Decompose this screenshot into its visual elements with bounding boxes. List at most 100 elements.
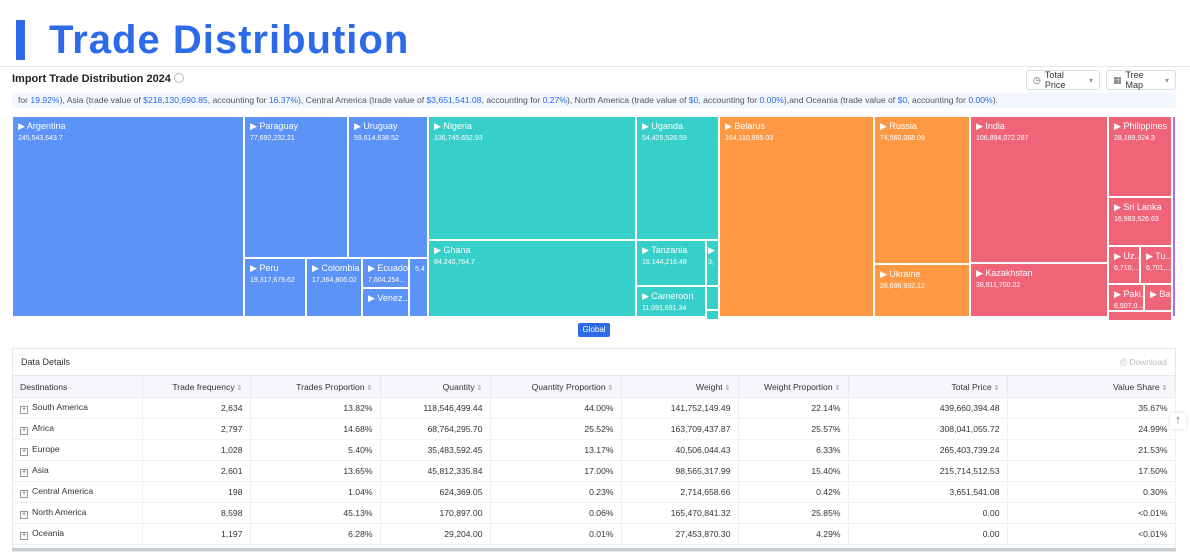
treemap-cell-tanzania[interactable]: ▶ Tanzania 16,144,216.48 <box>636 240 706 286</box>
cell-value: 0.00 <box>982 508 1000 518</box>
column-header-label: Destinations <box>20 381 68 392</box>
column-header[interactable]: Quantity ⇕ <box>380 375 491 398</box>
treemap-cell-paki[interactable]: ▶ Paki... 6,507,0... <box>1108 284 1144 311</box>
table-row[interactable]: + North America 8,598 45.13% 170,897.00 0.06%… <box>13 502 1176 524</box>
table-cell: 25.85% <box>738 502 849 524</box>
treemap-cell-value: 106,894,072.287 <box>976 135 1029 142</box>
cell-value: 6.33% <box>816 445 841 455</box>
table-cell: 0.30% <box>1007 481 1176 503</box>
treemap-cell-label: ▶ Belarus <box>725 121 765 131</box>
column-header[interactable]: Quantity Proportion ⇕ <box>490 375 622 398</box>
column-header[interactable]: Value Share ⇕ <box>1007 375 1176 398</box>
treemap-cell-uruguay[interactable]: ▶ Uruguay 59,614,638.52 <box>348 116 428 258</box>
summary-segment: , accounting for <box>698 95 760 105</box>
cell-value: 215,714,512.53 <box>939 466 1000 476</box>
back-to-top-button[interactable]: ↑ <box>1170 413 1186 429</box>
cell-value: Central America <box>32 486 94 496</box>
cell-value: 624,369.05 <box>439 487 483 497</box>
total-price-label: Total Price <box>1044 70 1066 90</box>
treemap-cell-label: ▶ Cameroon <box>642 291 694 301</box>
summary-highlight: $3,651,541.08 <box>426 95 482 105</box>
treemap-cell-value: 74,560,068.09 <box>880 135 925 142</box>
table-cell: 265,403,739.24 <box>848 439 1008 461</box>
sort-icon[interactable]: ⇕ <box>476 384 483 392</box>
column-header-label: Weight Proportion <box>763 381 833 392</box>
sort-icon[interactable]: ⇕ <box>993 384 1000 392</box>
column-header-label: Trades Proportion <box>296 381 365 392</box>
horizontal-scrollbar[interactable] <box>12 548 1176 551</box>
treemap-cell-nigeria[interactable]: ▶ Nigeria 136,745,652.93 <box>428 116 636 240</box>
table-row[interactable]: + South America 2,634 13.82% 118,546,499.44 4… <box>13 397 1176 419</box>
chart-type-dropdown[interactable]: ▦ Tree Map ▾ <box>1106 70 1176 90</box>
expand-icon[interactable]: + <box>20 511 28 519</box>
summary-segment: ), Asia (trade value of <box>59 95 144 105</box>
table-cell: 98,565,317.99 <box>621 460 739 482</box>
table-cell: 2,714,658.66 <box>621 481 739 503</box>
treemap-cell-ca-strip[interactable] <box>1172 116 1176 317</box>
global-button[interactable]: Global <box>578 323 610 337</box>
treemap-cell-uganda[interactable]: ▶ Uganda 54,425,528.59 <box>636 116 719 240</box>
treemap-cell-cameroon[interactable]: ▶ Cameroon 11,091,691.34 <box>636 286 706 317</box>
treemap-cell-tu[interactable]: ▶ Tu... 6,701,... <box>1140 246 1172 284</box>
treemap-cell-argentina[interactable]: ▶ Argentina 245,543,643.7 <box>12 116 244 317</box>
treemap-cell-peru[interactable]: ▶ Peru 19,317,679.62 <box>244 258 306 317</box>
treemap-cell-af-small[interactable]: ▶ Z 3, <box>706 240 719 286</box>
treemap-cell-ghana[interactable]: ▶ Ghana 84,240,764.7 <box>428 240 636 317</box>
sort-icon[interactable]: ⇕ <box>834 384 841 392</box>
cell-value: 0.30% <box>1143 487 1168 497</box>
treemap-cell-ba[interactable]: ▶ Ba <box>1144 284 1172 311</box>
treemap-cell-belarus[interactable]: ▶ Belarus 164,110,895.03 <box>719 116 874 317</box>
table-row[interactable]: + Asia 2,601 13.65% 45,812,335.84 17.00% 98,56… <box>13 460 1176 482</box>
table-row[interactable]: + Central America 198 1.04% 624,369.05 0.23% 2… <box>13 481 1176 503</box>
sort-icon[interactable]: ⇕ <box>366 384 373 392</box>
sort-icon[interactable]: ⇕ <box>236 384 243 392</box>
info-icon[interactable] <box>173 73 184 83</box>
expand-icon[interactable]: + <box>20 406 28 414</box>
table-cell: 29,204.00 <box>380 523 491 545</box>
table-row[interactable]: + Oceania 1,197 6.28% 29,204.00 0.01% 27,453,8… <box>13 523 1176 545</box>
treemap-cell-colombia[interactable]: ▶ Colombia 17,364,806.02 <box>306 258 362 317</box>
column-header[interactable]: Trade frequency ⇕ <box>142 375 251 398</box>
treemap-cell-paraguay[interactable]: ▶ Paraguay 77,692,232.21 <box>244 116 348 258</box>
treemap-cell-value: 5,4 <box>415 266 425 273</box>
column-header[interactable]: Weight ⇕ <box>621 375 739 398</box>
expand-icon[interactable]: + <box>20 469 28 477</box>
column-header[interactable]: Total Price ⇕ <box>848 375 1008 398</box>
sort-icon[interactable]: ⇕ <box>724 384 731 392</box>
treemap-cell-af-tiny2[interactable] <box>706 310 719 320</box>
treemap-cell-ukraine[interactable]: ▶ Ukraine 26,696,932.12 <box>874 264 970 317</box>
total-price-dropdown[interactable]: ◷ Total Price ▾ <box>1026 70 1100 90</box>
treemap-cell-as-tiny[interactable] <box>1108 311 1172 321</box>
treemap-cell-philippines[interactable]: ▶ Philippines 28,189,924.3 <box>1108 116 1172 197</box>
treemap-cell-venezuela[interactable]: ▶ Venez... <box>362 288 409 317</box>
expand-icon[interactable]: + <box>20 490 28 498</box>
sort-icon[interactable]: ⇕ <box>1161 384 1168 392</box>
treemap-cell-russia[interactable]: ▶ Russia 74,560,068.09 <box>874 116 970 264</box>
table-cell: 215,714,512.53 <box>848 460 1008 482</box>
column-header[interactable]: Weight Proportion ⇕ <box>738 375 849 398</box>
download-button[interactable]: ⎙ Download <box>1120 357 1167 368</box>
cell-value: 118,546,499.44 <box>423 403 483 413</box>
expand-icon[interactable]: + <box>20 448 28 456</box>
summary-segment: , accounting for <box>481 95 543 105</box>
sort-icon[interactable]: ⇕ <box>607 384 614 392</box>
expand-icon[interactable]: + <box>20 532 28 540</box>
table-row[interactable]: + Europe 1,028 5.40% 35,483,592.45 13.17% 40,5… <box>13 439 1176 461</box>
treemap-cell-srilanka[interactable]: ▶ Sri Lanka 16,983,526.63 <box>1108 197 1172 246</box>
cell-value: 22.14% <box>811 403 841 413</box>
treemap-cell-india[interactable]: ▶ India 106,894,072.287 <box>970 116 1108 263</box>
treemap-cell-ecuador[interactable]: ▶ Ecuador 7,604,254... <box>362 258 409 288</box>
page-header: Trade Distribution <box>16 18 409 62</box>
grid-icon: ▦ <box>1113 74 1122 85</box>
cell-value: 40,506,044.43 <box>675 445 731 455</box>
table-cell: 141,752,149.49 <box>621 397 739 419</box>
treemap-cell-uz[interactable]: ▶ Uz... 6,710,... <box>1108 246 1140 284</box>
treemap-cell-kazakhstan[interactable]: ▶ Kazakhstan 38,911,700.22 <box>970 263 1108 317</box>
treemap-cell-af-tiny1[interactable] <box>706 286 719 310</box>
table-cell: 13.82% <box>250 397 381 419</box>
cell-value: 68,764,295.70 <box>427 424 483 434</box>
column-header[interactable]: Trades Proportion ⇕ <box>250 375 381 398</box>
expand-icon[interactable]: + <box>20 427 28 435</box>
table-row[interactable]: + Africa 2,797 14.68% 68,764,295.70 25.52% 163… <box>13 418 1176 440</box>
treemap-cell-sa-small[interactable]: 5,4 <box>409 258 428 317</box>
